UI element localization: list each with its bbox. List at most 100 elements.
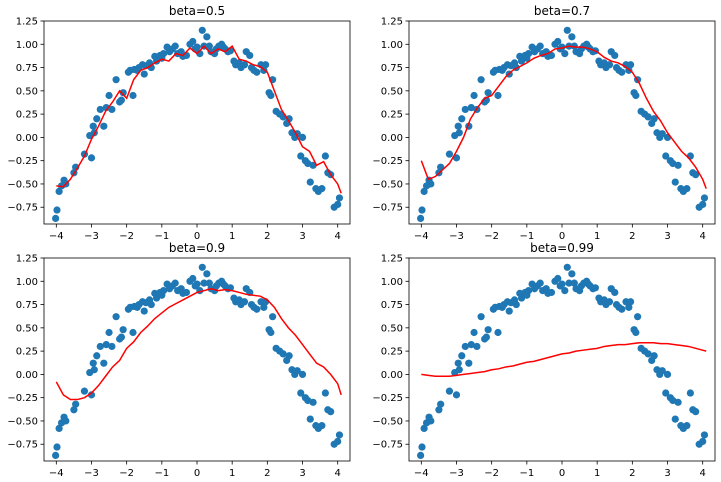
data-point	[102, 104, 110, 112]
data-point	[129, 328, 137, 337]
data-point	[119, 326, 127, 334]
data-point	[96, 105, 104, 114]
data-point	[417, 451, 425, 460]
data-point	[93, 115, 101, 123]
data-point	[662, 152, 670, 160]
data-point	[52, 214, 60, 223]
x-tick-label: 4	[335, 468, 341, 479]
x-tick-label: −1	[519, 231, 534, 242]
data-point	[458, 352, 466, 360]
data-point	[55, 424, 63, 433]
data-point	[455, 366, 463, 374]
y-tick-label: 0.75	[16, 300, 38, 311]
data-point	[683, 422, 691, 430]
data-point	[105, 91, 113, 100]
data-point	[102, 341, 110, 349]
y-tick-label: 0.50	[16, 323, 38, 334]
chart-title: beta=0.7	[534, 4, 590, 18]
data-point	[625, 303, 633, 311]
data-point	[674, 161, 682, 169]
data-point	[89, 122, 97, 130]
data-point	[605, 61, 614, 69]
data-point	[321, 389, 329, 397]
x-tick-label: −2	[119, 231, 134, 242]
data-point	[618, 68, 626, 76]
x-tick-label: 0	[559, 468, 565, 479]
data-point	[285, 115, 293, 123]
data-point	[692, 408, 700, 416]
data-point	[108, 342, 116, 351]
data-point	[563, 26, 571, 34]
x-tick-label: 4	[700, 231, 706, 242]
y-tick-label: −0.75	[7, 203, 38, 214]
data-point	[335, 431, 344, 439]
data-point	[461, 342, 469, 351]
data-point	[473, 342, 481, 351]
data-point	[536, 42, 544, 50]
y-tick-label: 0.75	[381, 63, 403, 74]
data-point	[335, 194, 344, 202]
data-point	[418, 206, 426, 214]
y-tick-label: 0.00	[381, 133, 403, 144]
data-point	[671, 178, 679, 186]
x-tick-label: 3	[299, 468, 305, 479]
data-point	[112, 76, 120, 84]
y-tick-label: 0.50	[381, 323, 403, 334]
x-tick-label: −3	[84, 468, 99, 479]
data-point	[267, 328, 275, 337]
x-tick-label: 0	[194, 468, 200, 479]
data-point	[203, 270, 211, 278]
data-point	[55, 187, 63, 196]
data-point	[80, 387, 89, 395]
y-tick-label: 0.25	[16, 110, 38, 121]
data-point	[658, 367, 666, 375]
data-point	[327, 408, 335, 416]
data-point	[662, 389, 670, 397]
y-tick-label: 0.00	[381, 370, 403, 381]
y-tick-label: 0.25	[381, 110, 403, 121]
x-tick-label: −4	[414, 231, 429, 242]
data-point	[334, 437, 342, 446]
data-point	[240, 298, 249, 306]
data-point	[334, 200, 342, 209]
data-point	[512, 300, 520, 309]
data-point	[159, 49, 168, 58]
data-point	[147, 300, 155, 309]
chart-title: beta=0.9	[169, 241, 225, 255]
data-point	[193, 43, 201, 51]
data-point	[90, 366, 98, 374]
data-point	[674, 398, 682, 406]
data-point	[140, 307, 148, 315]
data-point	[261, 61, 270, 69]
data-point	[494, 91, 502, 100]
y-tick-label: −0.50	[372, 179, 403, 190]
y-tick-label: 1.25	[16, 254, 38, 265]
x-tick-label: −1	[154, 468, 169, 479]
data-point	[461, 105, 469, 114]
fit-line	[56, 44, 342, 194]
data-point	[285, 352, 293, 360]
data-point	[554, 274, 562, 283]
y-tick-label: −0.25	[7, 393, 38, 404]
data-point	[700, 194, 709, 202]
y-tick-label: −0.75	[7, 440, 38, 451]
x-tick-label: 4	[335, 231, 341, 242]
data-point	[683, 185, 691, 193]
data-point	[89, 359, 97, 367]
data-point	[198, 263, 206, 271]
data-point	[465, 359, 473, 367]
data-point	[570, 279, 578, 287]
data-point	[108, 105, 116, 114]
data-point	[182, 288, 191, 297]
y-tick-label: 1.00	[16, 40, 38, 51]
data-point	[72, 400, 80, 408]
data-point	[554, 37, 562, 46]
x-tick-label: −1	[154, 231, 169, 242]
data-point	[591, 284, 600, 292]
x-tick-label: −3	[84, 231, 99, 242]
y-tick-label: −0.75	[372, 203, 403, 214]
data-point	[626, 61, 635, 69]
y-tick-label: 1.00	[381, 277, 403, 288]
data-point	[524, 49, 533, 58]
y-tick-label: 1.25	[381, 254, 403, 265]
